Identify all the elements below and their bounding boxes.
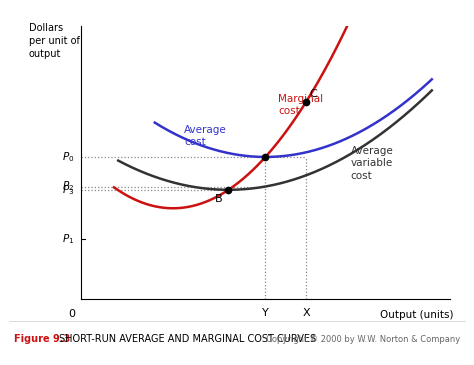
- Text: Dollars
per unit of
output: Dollars per unit of output: [29, 23, 80, 59]
- Text: X: X: [302, 307, 310, 318]
- Text: Output (units): Output (units): [381, 310, 454, 320]
- Text: $P_3$: $P_3$: [62, 183, 74, 197]
- Text: Figure 9.3: Figure 9.3: [14, 334, 71, 345]
- Text: Average
variable
cost: Average variable cost: [350, 146, 393, 181]
- Text: Y: Y: [262, 307, 269, 318]
- Text: B: B: [215, 194, 223, 204]
- Text: $P_2$: $P_2$: [62, 180, 74, 193]
- Text: $P_1$: $P_1$: [62, 232, 74, 246]
- Text: C: C: [310, 89, 318, 99]
- Text: Average
cost: Average cost: [184, 124, 227, 147]
- Text: 0: 0: [68, 309, 75, 319]
- Text: Copyright © 2000 by W.W. Norton & Company: Copyright © 2000 by W.W. Norton & Compan…: [265, 335, 460, 344]
- Text: SHORT-RUN AVERAGE AND MARGINAL COST CURVES: SHORT-RUN AVERAGE AND MARGINAL COST CURV…: [59, 334, 316, 345]
- Text: Marginal
cost: Marginal cost: [278, 94, 324, 116]
- Text: $P_0$: $P_0$: [62, 150, 74, 164]
